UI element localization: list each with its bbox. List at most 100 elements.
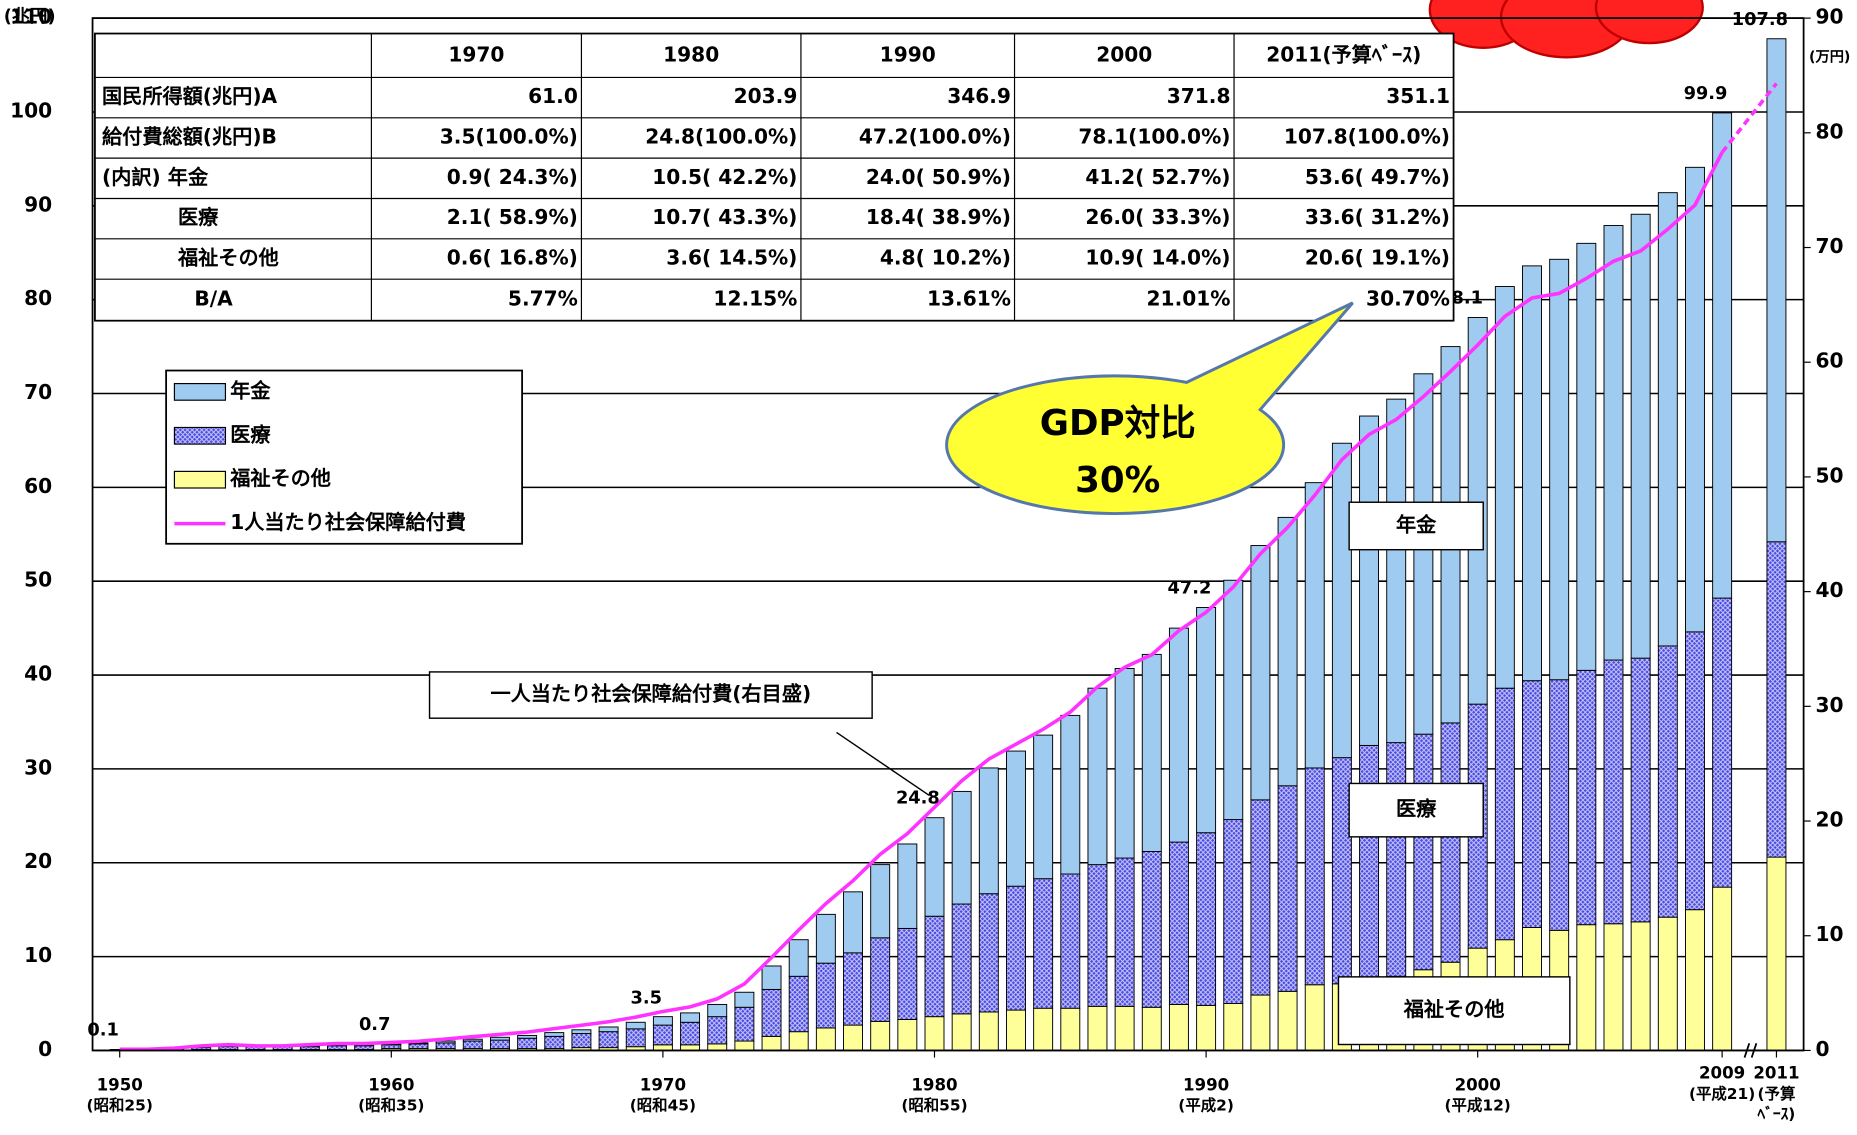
- bar-segment: [1603, 659, 1624, 925]
- bar-segment: [489, 1036, 510, 1041]
- bar-segment: [1304, 984, 1325, 1051]
- legend-label: 福祉その他: [229, 466, 331, 490]
- x-tick-label: (予算: [1758, 1084, 1796, 1103]
- y2-tick-label: 80: [1815, 119, 1843, 143]
- callout-shape: [945, 301, 1354, 516]
- bar-segment: [1712, 886, 1733, 1051]
- y-tick-label: 100: [10, 98, 52, 122]
- y2-tick-label: 50: [1815, 463, 1843, 487]
- bar-segment: [815, 1027, 836, 1051]
- y2-axis-label: (万円): [1809, 48, 1850, 65]
- bar-segment: [218, 1046, 239, 1050]
- bar-segment: [327, 1045, 347, 1050]
- bar-segment: [625, 1021, 646, 1030]
- bar-segment: [1168, 627, 1189, 843]
- bar-segment: [1168, 841, 1189, 1005]
- bar-segment: [1114, 857, 1135, 1007]
- bar-segment: [1766, 856, 1787, 1051]
- table-cell: 給付費総額(兆円)B: [102, 124, 277, 148]
- bar-segment: [788, 975, 809, 1033]
- axis-break: [1743, 1043, 1758, 1058]
- bar-segment: [1766, 38, 1787, 543]
- x-tick-label: 1990: [1183, 1076, 1229, 1095]
- table-header: 1970: [448, 43, 504, 67]
- bar-segment: [1277, 785, 1298, 992]
- y2-tick-label: 0: [1815, 1037, 1829, 1061]
- y-axis-label: (兆円): [4, 6, 56, 27]
- table-cell: 10.5( 42.2%): [652, 165, 797, 189]
- bar-segment: [1603, 225, 1624, 661]
- bar-segment: [870, 937, 891, 1022]
- bar-segment: [517, 1037, 538, 1050]
- bar-segment: [924, 915, 945, 1018]
- annotation-box: [1337, 976, 1571, 1046]
- bar-segment: [680, 1021, 701, 1046]
- bar-segment: [1033, 878, 1054, 1009]
- bar-segment: [1060, 1007, 1081, 1051]
- bar-segment: [381, 1044, 402, 1050]
- bar-segment: [1141, 1006, 1162, 1051]
- bar-segment: [788, 939, 809, 977]
- bar-segment: [951, 903, 972, 1015]
- legend-label: 1人当たり社会保障給付費: [230, 510, 466, 534]
- table-cell: 10.9( 14.0%): [1085, 245, 1230, 269]
- bar-segment: [734, 1006, 755, 1042]
- table-cell: B/A: [194, 286, 233, 310]
- table-cell: 24.8(100.0%): [645, 124, 797, 148]
- annotation: 福祉その他: [1403, 997, 1505, 1021]
- bar-segment: [843, 891, 863, 954]
- bar-segment: [1494, 286, 1515, 689]
- x-tick-label: (昭和25): [87, 1097, 153, 1115]
- bar-segment: [870, 1020, 891, 1051]
- bar-segment: [1196, 832, 1217, 1006]
- bar-segment: [788, 1031, 809, 1051]
- x-tick-label: 1970: [640, 1076, 686, 1095]
- bar-segment: [1196, 607, 1217, 834]
- x-tick-label: (平成21): [1689, 1084, 1755, 1103]
- table-cell: 4.8( 10.2%): [880, 245, 1011, 269]
- leader-line: [836, 731, 930, 796]
- plot-frame: [91, 17, 1805, 1052]
- bar-segment: [1087, 687, 1108, 866]
- annotation-box: [1348, 501, 1484, 551]
- bar-segment: [1386, 742, 1407, 977]
- x-tick-label: 1950: [97, 1076, 143, 1095]
- bar-segment: [1250, 545, 1271, 801]
- x-tick-label: 2000: [1455, 1076, 1501, 1095]
- y-tick-label: 90: [24, 192, 52, 216]
- bar-segment: [734, 1040, 755, 1051]
- table-cell: 13.61%: [927, 286, 1011, 310]
- bar-segment: [843, 952, 863, 1026]
- y-tick-label: 0: [38, 1037, 52, 1061]
- bar-segment: [1304, 767, 1325, 986]
- table-header: 2011(予算ﾍﾞｰｽ): [1266, 43, 1421, 67]
- bar-segment: [951, 790, 972, 905]
- bar-segment: [1006, 750, 1026, 887]
- table-cell: 20.6( 19.1%): [1305, 245, 1450, 269]
- table-cell: 346.9: [947, 84, 1011, 108]
- bar-segment: [1196, 1004, 1217, 1051]
- table-cell: 3.5(100.0%): [440, 124, 578, 148]
- table-cell: 47.2(100.0%): [859, 124, 1011, 148]
- bar-segment: [1359, 415, 1380, 746]
- bar-segment: [1277, 990, 1298, 1051]
- bar-segment: [462, 1038, 483, 1042]
- table-cell: 24.0( 50.9%): [866, 165, 1011, 189]
- table-cell: 0.9( 24.3%): [447, 165, 578, 189]
- bar-segment: [1223, 819, 1244, 1004]
- bar-segment: [1168, 1003, 1189, 1051]
- line-series-dashed: [1720, 82, 1778, 154]
- table-cell: 53.6( 49.7%): [1305, 165, 1450, 189]
- table-cell: 41.2( 52.7%): [1085, 165, 1230, 189]
- bar-segment: [1087, 1005, 1108, 1051]
- y-tick-label: 50: [24, 568, 52, 592]
- bar-segment: [1304, 482, 1325, 769]
- bar-total-label: 24.8: [896, 788, 940, 809]
- legend-label: 年金: [230, 378, 271, 402]
- bar-segment: [1657, 192, 1678, 647]
- x-tick-label: 1980: [911, 1076, 957, 1095]
- x-tick-label: (平成2): [1178, 1096, 1234, 1115]
- bar-segment: [1522, 680, 1542, 928]
- table-header: 2000: [1096, 43, 1152, 67]
